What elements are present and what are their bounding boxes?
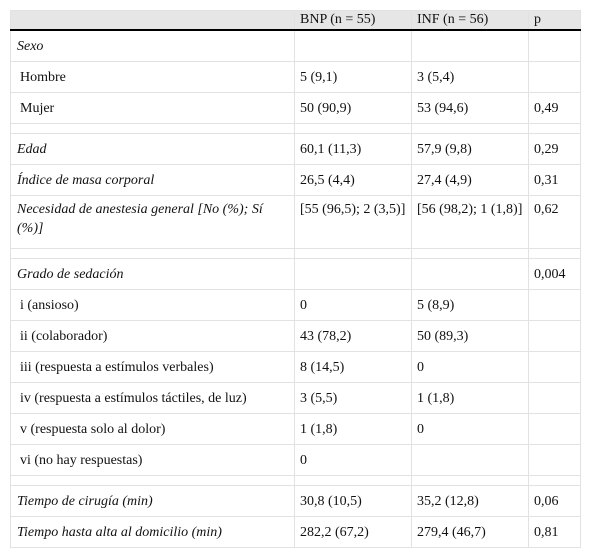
row-label: Hombre — [10, 61, 295, 93]
cell: 0 — [411, 351, 529, 383]
cell: 5 (8,9) — [411, 289, 529, 321]
row-label: iii (respuesta a estímulos verbales) — [10, 351, 295, 383]
row-label: Edad — [10, 133, 295, 165]
cell: 3 (5,5) — [294, 382, 412, 414]
cell — [411, 29, 529, 62]
spacer-row — [10, 123, 581, 134]
spacer-cell — [411, 475, 529, 486]
header-cell: INF (n = 56) — [411, 10, 529, 31]
cell: 1 (1,8) — [294, 413, 412, 445]
table-row: vi (no hay respuestas) 0 — [10, 444, 581, 476]
spacer-cell — [411, 123, 529, 134]
cell — [411, 258, 529, 290]
cell: 5 (9,1) — [294, 61, 412, 93]
cell — [528, 382, 581, 414]
cell: 30,8 (10,5) — [294, 485, 412, 517]
cell: 8 (14,5) — [294, 351, 412, 383]
spacer-cell — [528, 475, 581, 486]
cell: 0,62 — [528, 195, 581, 249]
cell — [528, 320, 581, 352]
cell: 0,004 — [528, 258, 581, 290]
row-label: Índice de masa corporal — [10, 164, 295, 196]
data-table: BNP (n = 55) INF (n = 56) p Sexo Hombre 5 … — [10, 10, 581, 548]
cell: 1 (1,8) — [411, 382, 529, 414]
table-row: Sexo — [10, 29, 581, 62]
cell — [528, 351, 581, 383]
cell: 0,06 — [528, 485, 581, 517]
row-label: iv (respuesta a estímulos táctiles, de l… — [10, 382, 295, 414]
spacer-cell — [10, 123, 295, 134]
spacer-row — [10, 475, 581, 486]
spacer-cell — [294, 248, 412, 259]
spacer-cell — [528, 123, 581, 134]
table-row: Grado de sedación 0,004 — [10, 258, 581, 290]
cell: 35,2 (12,8) — [411, 485, 529, 517]
cell — [528, 29, 581, 62]
cell: [56 (98,2); 1 (1,8)] — [411, 195, 529, 249]
table-row: Tiempo hasta alta al domicilio (min) 282,… — [10, 516, 581, 548]
header-row: BNP (n = 55) INF (n = 56) p — [10, 10, 581, 31]
row-label: vi (no hay respuestas) — [10, 444, 295, 476]
table-row: Tiempo de cirugía (min) 30,8 (10,5) 35,2 (… — [10, 485, 581, 517]
spacer-cell — [411, 248, 529, 259]
header-cell: p — [528, 10, 581, 31]
spacer-cell — [294, 123, 412, 134]
cell — [411, 444, 529, 476]
row-label: Tiempo de cirugía (min) — [10, 485, 295, 517]
table-row: Mujer 50 (90,9) 53 (94,6) 0,49 — [10, 92, 581, 124]
cell: [55 (96,5); 2 (3,5)] — [294, 195, 412, 249]
cell: 60,1 (11,3) — [294, 133, 412, 165]
spacer-cell — [10, 248, 295, 259]
cell: 26,5 (4,4) — [294, 164, 412, 196]
table-body: Sexo Hombre 5 (9,1) 3 (5,4) Mujer 50 (90,9) 53… — [10, 29, 581, 548]
table-row: Edad 60,1 (11,3) 57,9 (9,8) 0,29 — [10, 133, 581, 165]
table-row: v (respuesta solo al dolor) 1 (1,8) 0 — [10, 413, 581, 445]
cell: 57,9 (9,8) — [411, 133, 529, 165]
table-row: i (ansioso) 0 5 (8,9) — [10, 289, 581, 321]
header-cell — [10, 10, 295, 31]
row-label: i (ansioso) — [10, 289, 295, 321]
cell: 0 — [294, 444, 412, 476]
cell — [528, 289, 581, 321]
cell: 279,4 (46,7) — [411, 516, 529, 548]
cell: 27,4 (4,9) — [411, 164, 529, 196]
cell: 0,81 — [528, 516, 581, 548]
cell — [294, 258, 412, 290]
row-label: Necesidad de anestesia general [No (%); … — [10, 195, 295, 249]
table-row: iii (respuesta a estímulos verbales) 8 (1… — [10, 351, 581, 383]
row-label: Grado de sedación — [10, 258, 295, 290]
table-row: Hombre 5 (9,1) 3 (5,4) — [10, 61, 581, 93]
table-row: iv (respuesta a estímulos táctiles, de l… — [10, 382, 581, 414]
header-cell: BNP (n = 55) — [294, 10, 412, 31]
row-label: Tiempo hasta alta al domicilio (min) — [10, 516, 295, 548]
cell: 0 — [294, 289, 412, 321]
row-label: v (respuesta solo al dolor) — [10, 413, 295, 445]
cell — [528, 61, 581, 93]
row-label: Mujer — [10, 92, 295, 124]
cell: 282,2 (67,2) — [294, 516, 412, 548]
spacer-cell — [10, 475, 295, 486]
cell: 50 (89,3) — [411, 320, 529, 352]
cell: 3 (5,4) — [411, 61, 529, 93]
cell — [294, 29, 412, 62]
row-label: Sexo — [10, 29, 295, 62]
cell: 53 (94,6) — [411, 92, 529, 124]
cell: 0,29 — [528, 133, 581, 165]
cell — [528, 444, 581, 476]
spacer-cell — [528, 248, 581, 259]
spacer-cell — [294, 475, 412, 486]
cell: 0,31 — [528, 164, 581, 196]
cell: 50 (90,9) — [294, 92, 412, 124]
cell: 43 (78,2) — [294, 320, 412, 352]
cell: 0,49 — [528, 92, 581, 124]
row-label: ii (colaborador) — [10, 320, 295, 352]
spacer-row — [10, 248, 581, 259]
table-row: ii (colaborador) 43 (78,2) 50 (89,3) — [10, 320, 581, 352]
table-row: Necesidad de anestesia general [No (%); … — [10, 195, 581, 249]
cell: 0 — [411, 413, 529, 445]
table-row: Índice de masa corporal 26,5 (4,4) 27,4 (4… — [10, 164, 581, 196]
cell — [528, 413, 581, 445]
